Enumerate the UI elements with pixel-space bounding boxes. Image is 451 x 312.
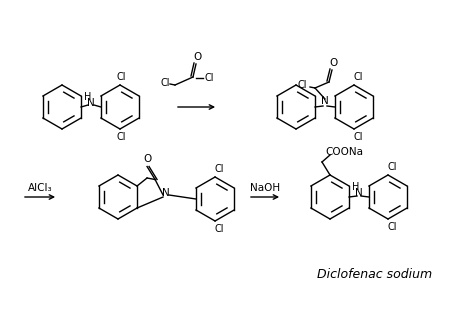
Text: Cl: Cl	[353, 72, 363, 82]
Text: N: N	[355, 188, 363, 198]
Text: H: H	[352, 182, 360, 192]
Text: AlCl₃: AlCl₃	[28, 183, 52, 193]
Text: N: N	[321, 96, 329, 106]
Text: O: O	[330, 58, 338, 68]
Text: O: O	[193, 52, 201, 62]
Text: Cl: Cl	[214, 224, 224, 234]
Text: Cl: Cl	[353, 132, 363, 142]
Text: Cl: Cl	[214, 164, 224, 174]
Text: Cl: Cl	[160, 78, 170, 88]
Text: Cl: Cl	[387, 162, 397, 172]
Text: Diclofenac sodium: Diclofenac sodium	[318, 267, 433, 280]
Text: H: H	[84, 92, 92, 102]
Text: COONa: COONa	[325, 147, 363, 157]
Text: Cl: Cl	[297, 80, 307, 90]
Text: Cl: Cl	[116, 132, 126, 142]
Text: Cl: Cl	[116, 72, 126, 82]
Text: NaOH: NaOH	[250, 183, 280, 193]
Text: N: N	[87, 98, 95, 108]
Text: Cl: Cl	[387, 222, 397, 232]
Text: N: N	[162, 188, 170, 198]
Text: Cl: Cl	[204, 73, 214, 83]
Text: O: O	[143, 154, 151, 164]
